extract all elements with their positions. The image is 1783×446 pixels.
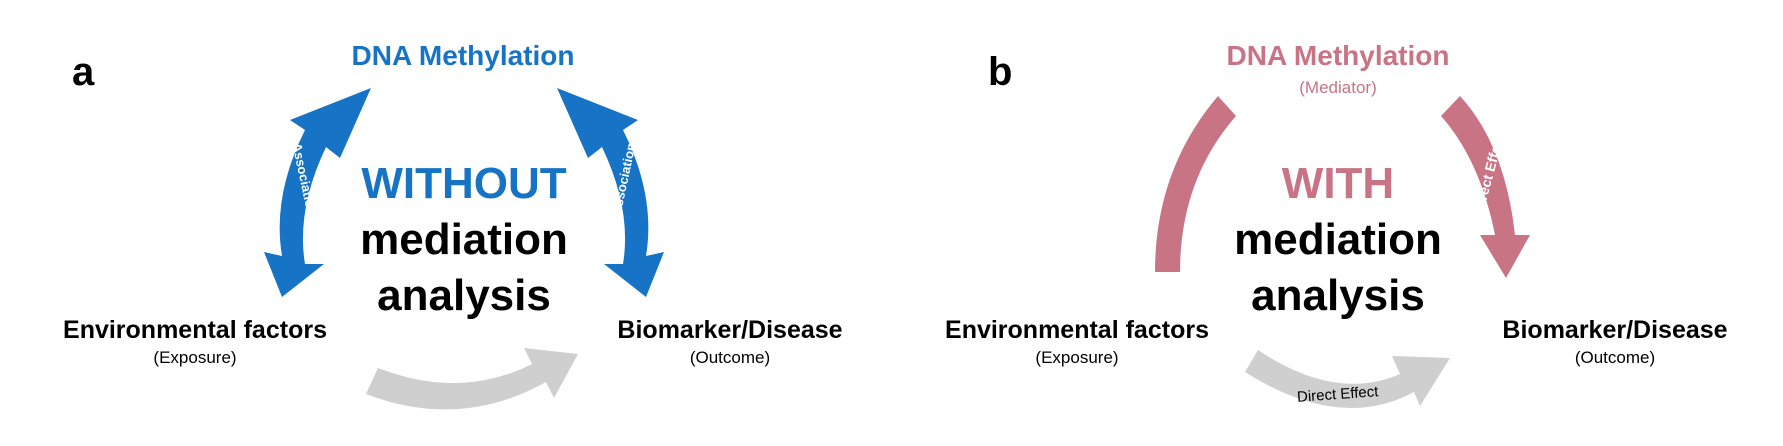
left-node-title-b: Environmental factors [945, 316, 1209, 344]
association-arrow-right [557, 88, 664, 297]
association-arrow-left [264, 88, 371, 297]
direct-effect-arrow [1245, 350, 1450, 408]
left-node-subtitle-b: (Exposure) [1035, 348, 1118, 367]
top-node-title-a: DNA Methylation [352, 40, 575, 71]
panel-b: b Indirect Effect Direct Effect DNA Meth… [945, 40, 1728, 408]
panel-letter-a: a [72, 50, 95, 94]
right-node-subtitle-a: (Outcome) [690, 348, 770, 367]
indirect-effect-arrow [1441, 96, 1530, 278]
panel-letter-b: b [988, 50, 1012, 94]
direct-effect-label: Direct Effect [1296, 383, 1379, 406]
top-node-title-b: DNA Methylation [1227, 40, 1450, 71]
center-line2-a: mediation [360, 215, 568, 264]
left-node-subtitle-a: (Exposure) [153, 348, 236, 367]
center-line2-b: mediation [1234, 215, 1442, 264]
exposure-to-mediator-band [1155, 96, 1236, 272]
center-line3-a: analysis [377, 271, 551, 320]
center-line3-b: analysis [1251, 271, 1425, 320]
left-node-title-a: Environmental factors [63, 316, 327, 344]
direct-arrow-a [366, 348, 578, 410]
center-keyword-b: WITH [1282, 159, 1394, 208]
right-node-title-b: Biomarker/Disease [1502, 316, 1727, 344]
center-keyword-a: WITHOUT [361, 159, 566, 208]
right-node-title-a: Biomarker/Disease [617, 316, 842, 344]
right-node-subtitle-b: (Outcome) [1575, 348, 1655, 367]
panel-a: a Association Association DNA Methylatio… [63, 40, 843, 410]
top-node-subtitle-b: (Mediator) [1299, 78, 1376, 97]
